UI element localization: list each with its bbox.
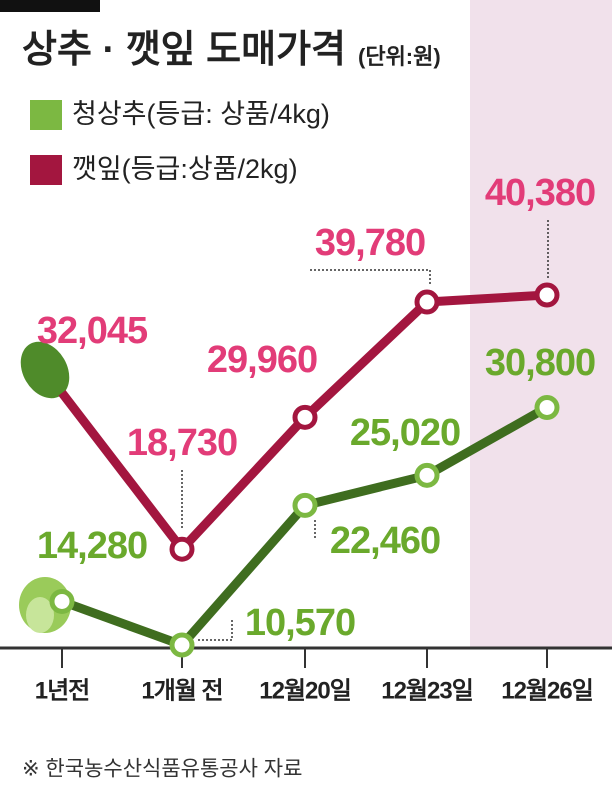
point-marker	[292, 404, 318, 430]
x-tick-label: 12월20일	[259, 677, 351, 704]
point-marker	[49, 588, 75, 614]
data-label: 29,960	[207, 339, 317, 381]
data-label: 25,020	[350, 412, 460, 454]
data-label: 32,045	[37, 310, 148, 352]
point-marker	[414, 462, 440, 488]
legend-swatch	[30, 100, 62, 130]
point-marker	[169, 536, 195, 562]
data-label: 18,730	[127, 422, 237, 464]
data-label: 14,280	[37, 525, 147, 567]
legend-label: 청상추(등급: 상품/4kg)	[72, 99, 330, 129]
data-label: 40,380	[485, 172, 595, 214]
point-marker	[414, 289, 440, 315]
data-label: 39,780	[315, 222, 425, 264]
data-label: 22,460	[330, 520, 440, 562]
x-tick-label: 1개월 전	[141, 677, 222, 704]
x-tick-label: 12월23일	[381, 677, 473, 704]
point-marker	[534, 394, 560, 420]
x-tick-label: 12월26일	[501, 677, 593, 704]
x-tick-label: 1년전	[35, 677, 90, 704]
point-marker	[169, 632, 195, 658]
data-label: 30,800	[485, 342, 595, 384]
legend-swatch	[30, 155, 62, 185]
highlight-band	[470, 0, 612, 648]
point-marker	[534, 282, 560, 308]
leaf-icons	[19, 341, 71, 633]
chart-title: 상추 · 깻잎 도매가격	[22, 29, 346, 71]
source: ※ 한국농수산식품유통공사 자료	[22, 758, 302, 781]
point-marker	[292, 492, 318, 518]
unit-label: (단위:원)	[358, 44, 441, 69]
leader-lines	[181, 220, 549, 641]
data-label: 10,570	[245, 602, 355, 644]
legend-label: 깻잎(등급:상품/2kg)	[72, 154, 298, 184]
top-bar	[0, 0, 100, 12]
